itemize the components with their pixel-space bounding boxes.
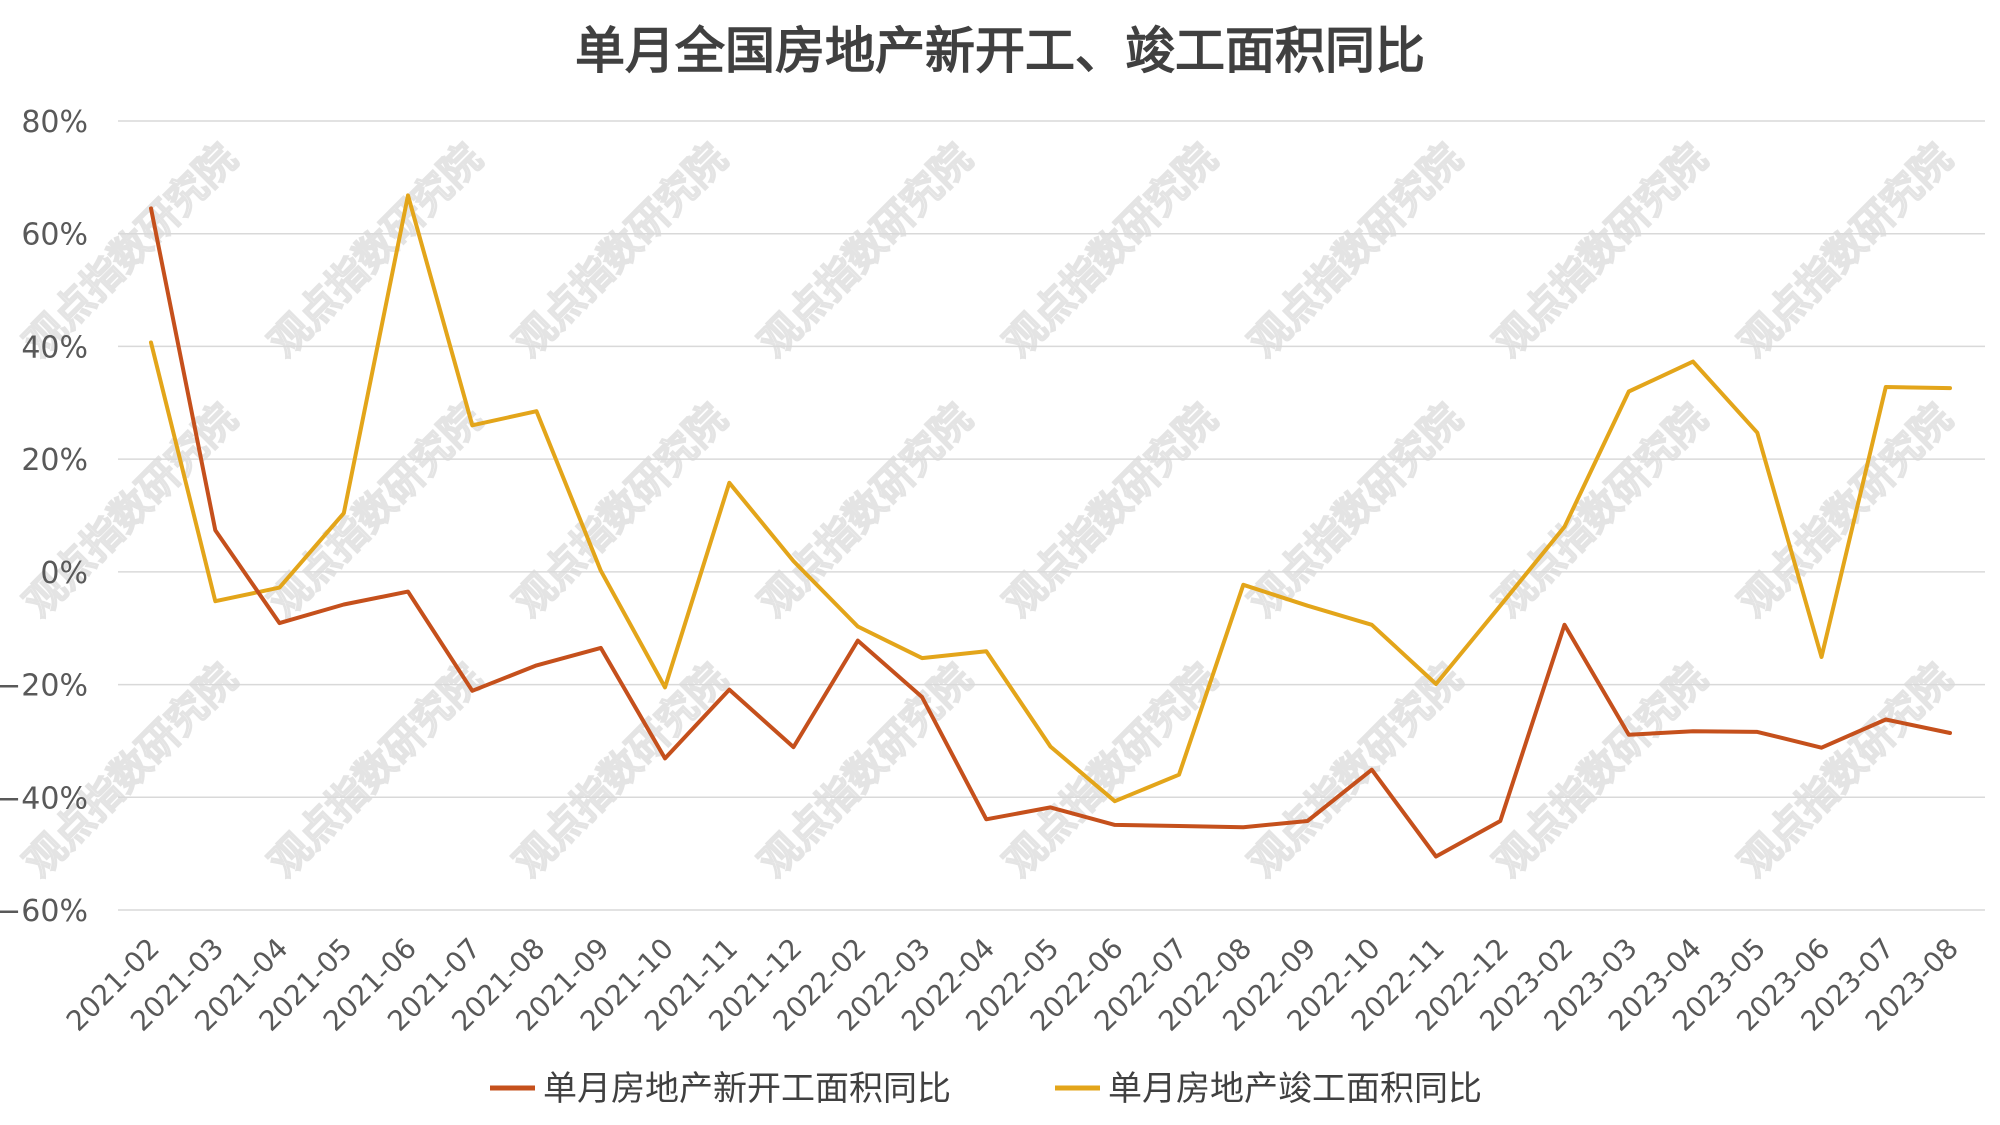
watermark-text: 观点指数研究院 bbox=[1486, 396, 1717, 627]
y-tick-label: −40% bbox=[0, 781, 88, 816]
y-tick-label: 0% bbox=[40, 556, 88, 591]
y-tick-label: 80% bbox=[21, 105, 88, 140]
watermark-text: 观点指数研究院 bbox=[506, 396, 737, 627]
watermark-text: 观点指数研究院 bbox=[1731, 136, 1962, 367]
watermark-text: 观点指数研究院 bbox=[261, 136, 492, 367]
watermark-text: 观点指数研究院 bbox=[996, 656, 1227, 887]
series-line-completions bbox=[149, 193, 1952, 804]
gridlines bbox=[118, 120, 1985, 911]
watermark-text: 观点指数研究院 bbox=[1486, 136, 1717, 367]
series-line-new-starts bbox=[149, 206, 1952, 859]
watermark-text: 观点指数研究院 bbox=[1731, 656, 1962, 887]
watermark-text: 观点指数研究院 bbox=[1241, 136, 1472, 367]
y-tick-label: −60% bbox=[0, 894, 88, 929]
watermark-text: 观点指数研究院 bbox=[751, 396, 982, 627]
watermark-text: 观点指数研究院 bbox=[261, 396, 492, 627]
watermark-text: 观点指数研究院 bbox=[1731, 396, 1962, 627]
series-lines bbox=[149, 193, 1952, 859]
watermark-text: 观点指数研究院 bbox=[1241, 396, 1472, 627]
y-tick-label: 60% bbox=[21, 218, 88, 253]
watermark-text: 观点指数研究院 bbox=[751, 656, 982, 887]
watermark-text: 观点指数研究院 bbox=[261, 656, 492, 887]
watermark-layer: 观点指数研究院 观点指数研究院 观点指数研究院 观点指数研究院 观点指数研究院 观点指数研… bbox=[15, 135, 1962, 887]
watermark-text: 观点指数研究院 bbox=[506, 136, 737, 367]
watermark-text: 观点指数研究院 bbox=[996, 396, 1227, 627]
watermark-text: 观点指数研究院 bbox=[751, 136, 982, 367]
y-tick-label: 20% bbox=[21, 443, 88, 478]
watermark-text: 观点指数研究院 bbox=[1241, 656, 1472, 887]
legend-label-completions: 单月房地产竣工面积同比 bbox=[1108, 1069, 1482, 1109]
legend-label-new-starts: 单月房地产新开工面积同比 bbox=[543, 1069, 951, 1109]
watermark-text: 观点指数研究院 bbox=[506, 656, 737, 887]
x-axis-ticks: 2021-022021-032021-042021-052021-062021-… bbox=[60, 932, 1965, 1038]
y-axis-ticks: 80% 60% 40% 20% 0% −20% −40% −60% bbox=[0, 105, 88, 929]
y-tick-label: 40% bbox=[21, 330, 88, 365]
legend: 单月房地产新开工面积同比 单月房地产竣工面积同比 bbox=[490, 1069, 1482, 1109]
watermark-text: 观点指数研究院 bbox=[996, 136, 1227, 367]
y-tick-label: −20% bbox=[0, 669, 88, 704]
chart-title: 单月全国房地产新开工、竣工面积同比 bbox=[575, 22, 1425, 80]
